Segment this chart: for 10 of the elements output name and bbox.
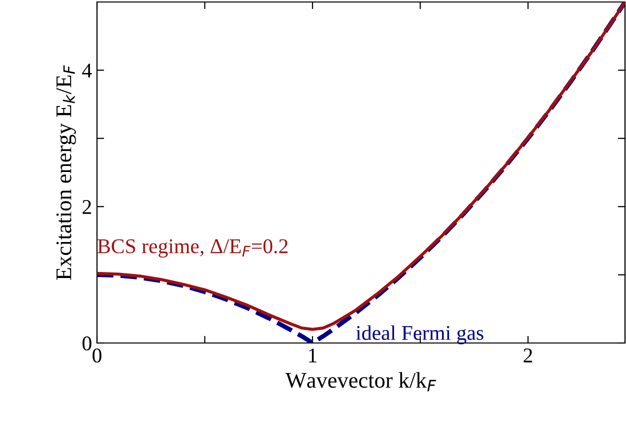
x-tick-label: 0 (92, 348, 102, 363)
x-tick-label: 1 (309, 348, 316, 362)
x-tick-label: 2 (524, 348, 532, 362)
series-label: ideal Fermi gas (356, 325, 484, 344)
y-axis-title: Excitation energy E$_{k}$/E$_{F}$ (56, 65, 76, 280)
y-tick-label: 4 (82, 64, 92, 78)
series-label: BCS regime, Δ/E$_{F}$=0.2 (98, 239, 288, 258)
y-tick-label: 2 (82, 200, 91, 214)
y-tick-label: 0 (82, 336, 92, 350)
x-axis-title: Wavevector k/k$_{F}$ (285, 372, 436, 392)
